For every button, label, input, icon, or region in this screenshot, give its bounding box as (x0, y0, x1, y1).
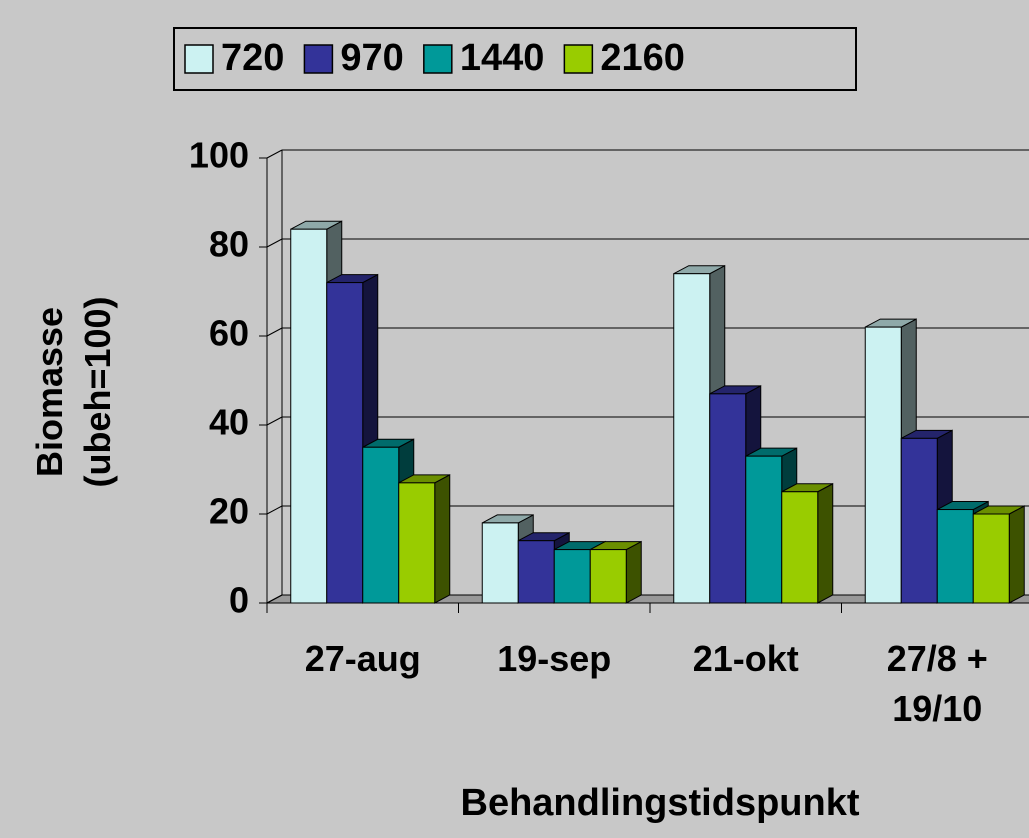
x-tick-label: 19-sep (497, 638, 611, 679)
legend-label: 1440 (460, 37, 545, 79)
bar-front (517, 540, 555, 604)
bar (972, 505, 1025, 604)
legend-label: 720 (221, 37, 284, 79)
bar-front (900, 437, 938, 604)
bar-front (936, 509, 974, 604)
legend-label: 2160 (600, 37, 685, 79)
grid-line (266, 594, 283, 604)
legend-swatch (184, 44, 214, 74)
grid-line (266, 416, 283, 426)
y-tick-label: 0 (229, 580, 249, 621)
y-tick-label: 100 (189, 135, 249, 176)
legend-box (173, 27, 857, 91)
x-tick-label: 27-aug (305, 638, 421, 679)
grid-line (266, 327, 283, 337)
y-axis-label: Biomasse (ubeh=100) (29, 296, 118, 487)
grid-line (266, 238, 283, 248)
y-tick-label: 20 (209, 491, 249, 532)
legend-label: 970 (340, 37, 403, 79)
grid-line (266, 149, 283, 159)
bar-front (362, 446, 400, 604)
bar-front (481, 522, 519, 604)
y-tick-label: 80 (209, 224, 249, 265)
y-tick-label: 40 (209, 402, 249, 443)
bar-side (625, 540, 642, 604)
legend-swatch (303, 44, 334, 74)
x-axis-label: Behandlingstidspunkt (461, 782, 860, 824)
bar-front (398, 482, 436, 604)
legend-swatch (563, 44, 594, 74)
bar-front (864, 326, 902, 604)
bar-front (326, 282, 364, 604)
bar (398, 474, 451, 604)
x-tick-label: 27/8 +19/10 (887, 638, 988, 729)
legend: 720 970 1440 2160 (173, 27, 857, 91)
bar-front (745, 455, 783, 604)
bar-front (290, 228, 328, 604)
bar-front (553, 549, 591, 604)
bar-side (1008, 505, 1025, 604)
bar-front (673, 273, 711, 604)
bar (589, 540, 642, 604)
bar-front (709, 393, 747, 604)
bar-front (972, 513, 1010, 604)
legend-swatch (423, 44, 453, 74)
bar (900, 429, 953, 604)
grid-line (266, 505, 283, 515)
bar (781, 482, 834, 604)
bar-front (589, 549, 627, 604)
y-tick-label: 60 (209, 313, 249, 354)
x-tick-label: 21-okt (693, 638, 799, 679)
bar-front (781, 491, 819, 604)
bar-side (817, 482, 834, 604)
bar-side (434, 474, 451, 604)
